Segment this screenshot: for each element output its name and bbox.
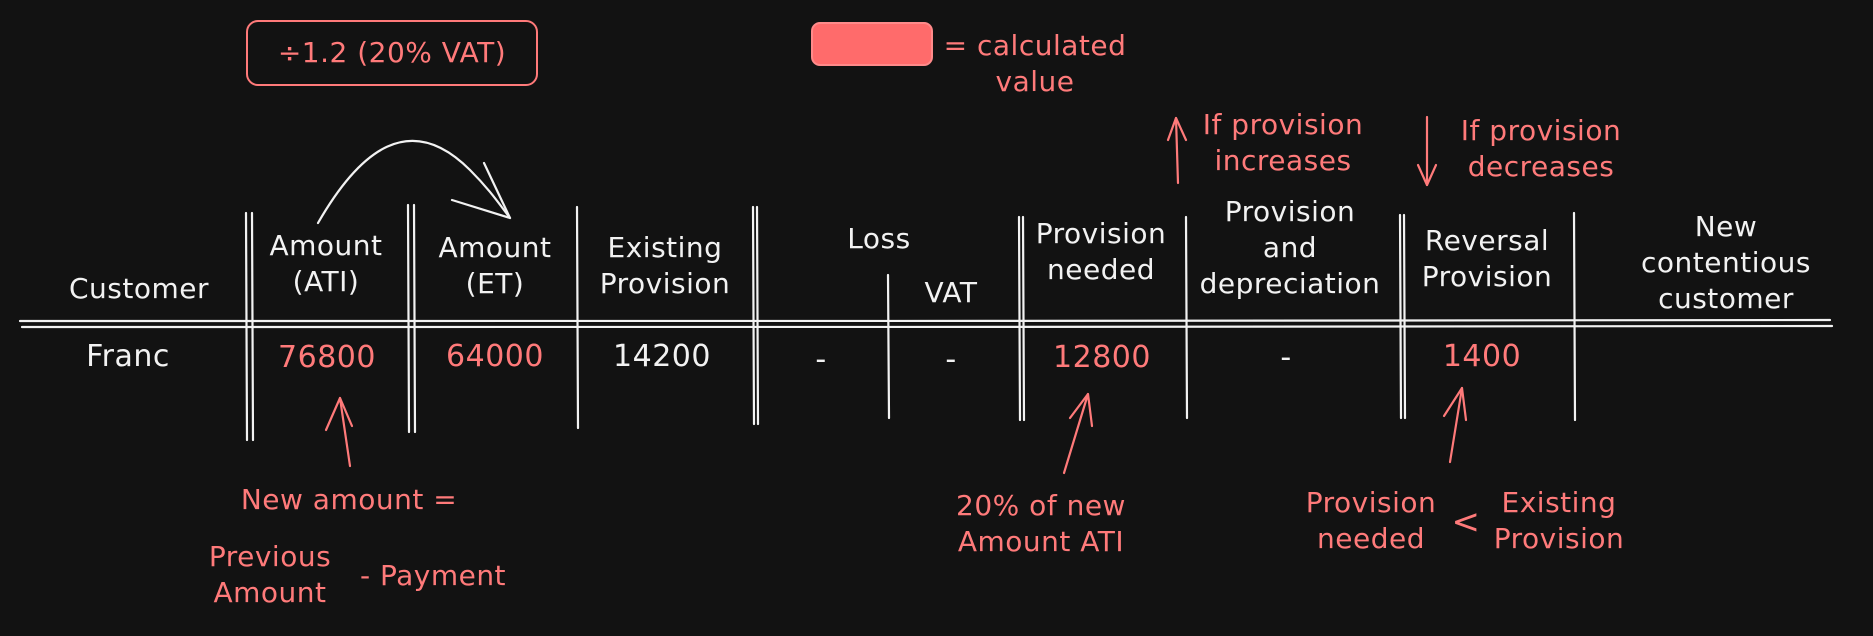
header-existing-provision: Existing Provision (599, 231, 731, 300)
reversal-existing-provision-note: Existing Provision (1493, 486, 1625, 555)
cell-vat: - (945, 342, 957, 377)
increase-note: If provision increases (1202, 108, 1364, 177)
header-loss: Loss (847, 222, 911, 255)
minus-payment-note: - Payment (359, 559, 507, 592)
header-amount-ati: Amount (ATI) (269, 229, 383, 298)
header-customer: Customer (68, 272, 210, 305)
cell-loss: - (815, 342, 827, 377)
cell-customer: Franc (86, 339, 170, 374)
header-provision-depreciation: Provision and depreciation (1199, 195, 1381, 300)
vat-note-box (246, 20, 538, 86)
header-new-contentious: New contentious customer (1641, 210, 1811, 315)
header-vat: VAT (924, 276, 978, 309)
header-reversal-provision: Reversal Provision (1421, 224, 1553, 293)
vat-conversion-note: ÷1.2 (20% VAT) (277, 36, 507, 69)
decrease-note: If provision decreases (1460, 114, 1622, 183)
header-rule (18, 318, 1834, 329)
less-than-sign: < (1451, 502, 1481, 542)
cell-amount-et: 64000 (446, 339, 544, 374)
annotation-arrows (324, 115, 1468, 475)
cell-provision-depreciation: - (1280, 340, 1292, 375)
header-amount-et: Amount (ET) (438, 231, 552, 300)
header-provision-needed: Provision needed (1035, 217, 1167, 286)
column-separators (244, 203, 1577, 442)
cell-existing-provision: 14200 (613, 339, 711, 374)
divide-arrow (316, 139, 512, 225)
cell-amount-ati: 76800 (278, 340, 376, 375)
twenty-percent-note: 20% of new Amount ATI (956, 489, 1126, 558)
previous-amount-note: Previous Amount (208, 540, 332, 609)
reversal-provision-needed-note: Provision needed (1305, 486, 1437, 555)
calculated-value-swatch (811, 22, 933, 66)
cell-provision-needed: 12800 (1053, 340, 1151, 375)
legend-label: = calculated value (943, 29, 1127, 98)
new-amount-note: New amount = (240, 483, 458, 516)
cell-reversal-provision: 1400 (1442, 339, 1522, 374)
